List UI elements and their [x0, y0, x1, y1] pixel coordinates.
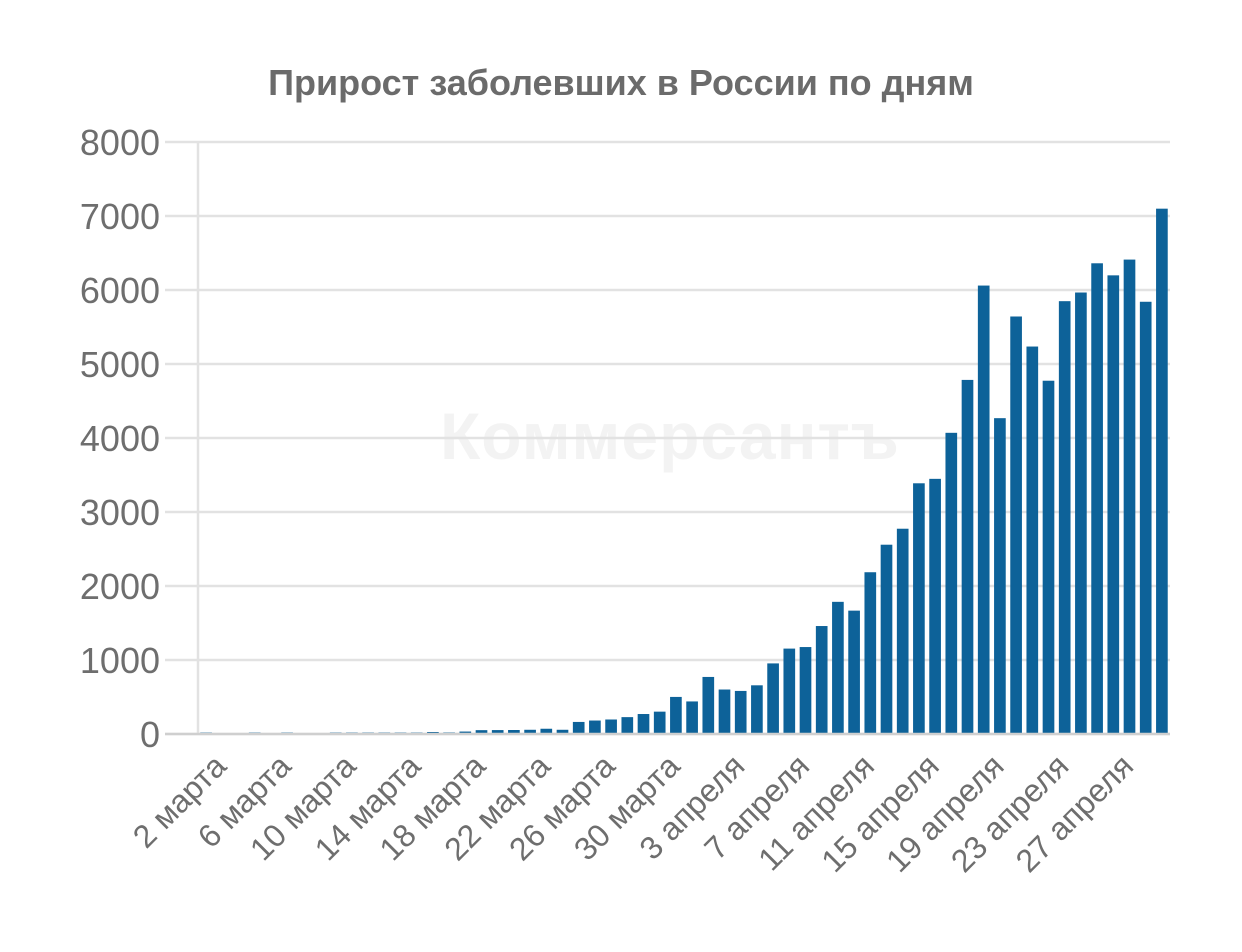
bar — [832, 601, 844, 734]
bar — [589, 720, 601, 734]
bar — [961, 379, 974, 734]
axes — [165, 142, 1170, 736]
bar — [1042, 380, 1055, 734]
y-tick-label: 2000 — [80, 566, 160, 607]
bar — [913, 483, 925, 734]
bar — [977, 285, 990, 734]
bar — [686, 701, 698, 734]
bar — [653, 711, 666, 734]
chart-title: Прирост заболевших в России по дням — [268, 62, 974, 103]
bar — [1058, 301, 1071, 734]
bar — [702, 676, 715, 734]
bar — [751, 685, 763, 734]
bar — [508, 730, 520, 734]
bar — [540, 728, 553, 734]
bar — [815, 626, 828, 734]
bar — [1091, 263, 1103, 734]
bar — [1075, 292, 1087, 734]
y-tick-label: 3000 — [80, 492, 160, 533]
bar — [1010, 316, 1022, 734]
bar — [556, 729, 569, 734]
bar — [670, 696, 682, 734]
y-tick-label: 1000 — [80, 640, 160, 681]
bar — [1156, 208, 1168, 734]
bar — [572, 721, 585, 734]
bar — [994, 418, 1006, 734]
bars — [200, 208, 1168, 734]
y-tick-label: 5000 — [80, 344, 160, 385]
y-tick-label: 8000 — [80, 122, 160, 163]
bar — [864, 572, 877, 734]
bar — [734, 690, 747, 734]
bar — [880, 544, 893, 734]
y-tick-label: 6000 — [80, 270, 160, 311]
bar — [1107, 275, 1120, 734]
y-tick-label: 7000 — [80, 196, 160, 237]
bar — [945, 432, 958, 734]
bar — [848, 610, 860, 734]
bar — [896, 528, 909, 734]
y-axis-tick-labels: 0 1000 2000 3000 4000 5000 6000 7000 8000 — [80, 122, 160, 755]
bar — [1026, 346, 1039, 734]
bar — [1139, 301, 1152, 734]
bar — [929, 478, 941, 734]
bar — [718, 689, 731, 734]
bar — [783, 648, 796, 734]
bar — [524, 729, 536, 734]
bar — [637, 714, 650, 734]
bar — [491, 730, 504, 734]
bar — [1123, 259, 1136, 734]
bar — [475, 730, 488, 734]
bar — [605, 719, 617, 734]
bar — [767, 663, 779, 734]
bar — [621, 717, 634, 734]
watermark: Коммерсантъ — [440, 399, 900, 473]
y-tick-label: 0 — [140, 714, 160, 755]
bar — [799, 647, 812, 734]
y-tick-label: 4000 — [80, 418, 160, 459]
